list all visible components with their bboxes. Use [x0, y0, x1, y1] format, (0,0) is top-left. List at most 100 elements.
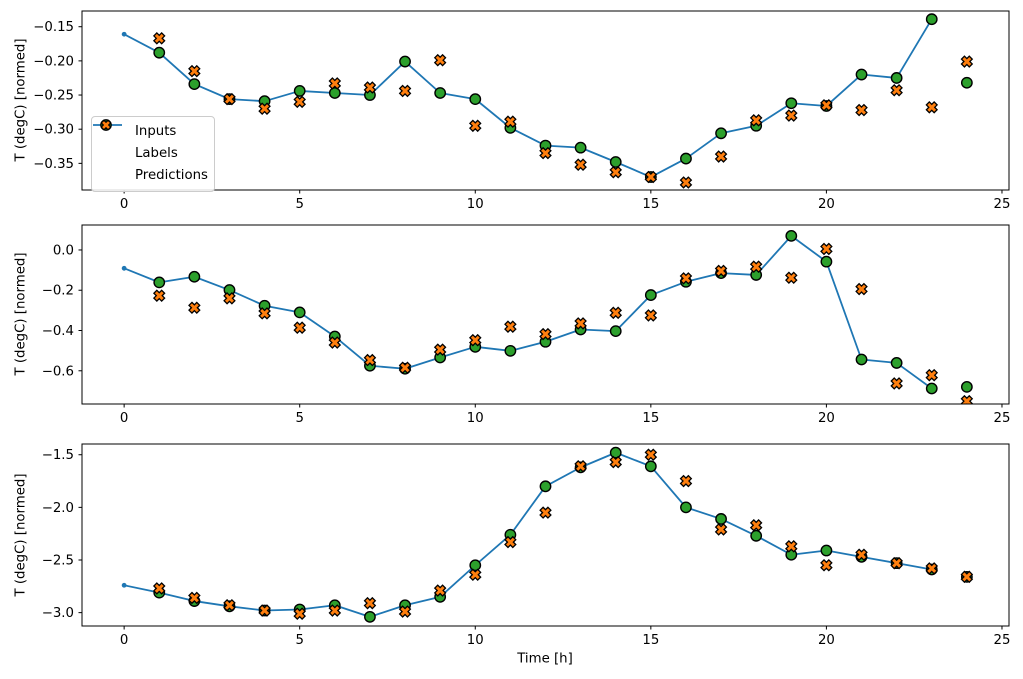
- predictions-point: [749, 260, 763, 273]
- labels-point: [820, 255, 833, 268]
- legend-label-labels: Labels: [135, 146, 178, 161]
- labels-point: [469, 559, 482, 572]
- labels-point: [855, 68, 868, 81]
- y-tick-label: −3.0: [42, 606, 74, 621]
- plot-area-top: [121, 13, 974, 189]
- x-tick-label: 0: [120, 633, 128, 648]
- predictions-point: [293, 95, 306, 109]
- predictions-point: [820, 242, 833, 256]
- predictions-point: [960, 394, 974, 404]
- labels-point: [715, 127, 727, 140]
- y-tick-label: −0.2: [42, 284, 74, 299]
- predictions-point: [433, 53, 447, 67]
- predictions-point: [152, 582, 166, 595]
- labels-point: [293, 85, 306, 97]
- predictions-point: [679, 474, 693, 488]
- predictions-point: [574, 460, 587, 473]
- predictions-point: [504, 535, 517, 549]
- predictions-point: [609, 165, 623, 179]
- predictions-point: [960, 570, 974, 584]
- labels-point: [960, 380, 973, 393]
- predictions-point: [258, 604, 271, 617]
- y-tick-label: −0.4: [42, 324, 74, 339]
- predictions-point: [960, 55, 974, 68]
- predictions-point: [468, 119, 482, 133]
- predictions-point: [258, 307, 271, 320]
- y-tick-label: −2.5: [42, 554, 74, 569]
- predictions-point: [714, 264, 728, 278]
- predictions-point: [785, 540, 798, 553]
- predictions-point: [363, 353, 377, 367]
- predictions-point: [293, 321, 306, 334]
- labels-point: [609, 156, 622, 168]
- predictions-point: [398, 361, 412, 375]
- labels-point: [644, 289, 657, 301]
- x-tick-label: 5: [295, 411, 303, 426]
- inputs-line: [123, 18, 933, 178]
- predictions-point: [820, 98, 833, 112]
- y-axis-label-middle: T (degC) [normed]: [13, 252, 29, 376]
- predictions-point: [785, 271, 798, 285]
- predictions-point: [890, 556, 903, 570]
- predictions-point: [609, 306, 623, 320]
- predictions-point: [188, 591, 201, 605]
- labels-point: [188, 78, 201, 91]
- predictions-point: [714, 150, 728, 163]
- labels-point: [153, 46, 166, 59]
- predictions-point: [293, 607, 306, 620]
- panel-top: 0 5 10 15 20 25 −0.15 −0.20 −0.25 −0.30 −0.35: [33, 10, 1011, 212]
- predictions-point: [504, 115, 517, 128]
- plot-area-bottom: [121, 446, 974, 623]
- labels-point: [399, 55, 411, 68]
- predictions-point: [855, 548, 868, 562]
- labels-point: [539, 480, 552, 493]
- legend-entry-predictions: Predictions: [99, 119, 210, 186]
- x-tick-label: 0: [120, 197, 128, 212]
- legend: Inputs Labels Predictions: [91, 116, 215, 192]
- axes-spines: [81, 10, 1010, 191]
- predictions-point: [574, 158, 587, 172]
- x-tick-label: 25: [994, 633, 1011, 648]
- panel-bottom: 0 5 10 15 20 25 −1.5 −2.0 −2.5 −3.0: [42, 443, 1011, 648]
- labels-point: [328, 87, 341, 99]
- legend-label-inputs: Inputs: [135, 124, 177, 139]
- predictions-point: [152, 32, 166, 45]
- y-tick-label: −2.0: [42, 501, 74, 516]
- x-tick-label: 15: [642, 197, 659, 212]
- predictions-point: [223, 291, 236, 305]
- x-tick-label: 0: [120, 411, 128, 426]
- predictions-point: [223, 92, 236, 106]
- inputs-point: [121, 265, 127, 271]
- labels-point: [644, 460, 657, 473]
- legend-entry-labels: Labels: [99, 119, 210, 164]
- predictions-point: [398, 84, 412, 98]
- predictions-point: [398, 605, 412, 618]
- labels-point: [785, 229, 798, 242]
- predictions-point: [539, 506, 552, 519]
- labels-point: [364, 610, 376, 623]
- predictions-point: [328, 77, 342, 90]
- labels-point: [960, 76, 973, 89]
- inputs-line: [123, 451, 932, 618]
- labels-point: [469, 93, 482, 106]
- predictions-point: [855, 103, 868, 117]
- labels-point: [293, 306, 306, 319]
- x-tick-label: 25: [994, 197, 1011, 212]
- labels-point: [609, 325, 622, 338]
- predictions-point: [258, 102, 271, 115]
- labels-point: [574, 141, 587, 154]
- predictions-point: [152, 289, 166, 302]
- predictions-point: [925, 101, 939, 114]
- labels-point: [504, 344, 517, 357]
- y-tick-label: −0.35: [33, 157, 74, 172]
- predictions-point: [328, 604, 342, 617]
- x-tick-label: 5: [295, 197, 303, 212]
- x-tick-label: 20: [818, 197, 835, 212]
- inputs-point: [121, 31, 127, 37]
- y-axis-label-bottom: T (degC) [normed]: [13, 473, 29, 597]
- y-tick-label: −0.20: [33, 54, 74, 69]
- y-tick-label: −0.25: [33, 89, 74, 104]
- y-tick-label: 0.0: [53, 243, 74, 258]
